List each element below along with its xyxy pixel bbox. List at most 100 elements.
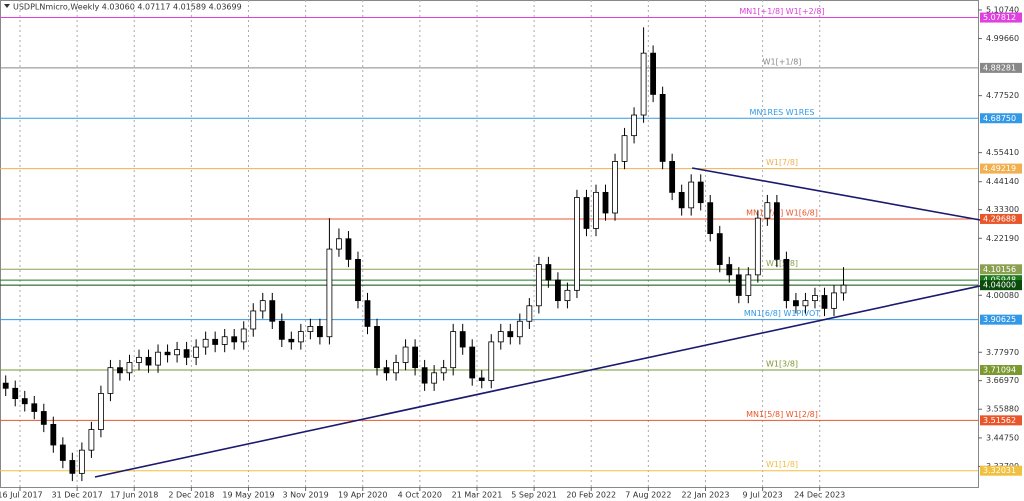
candle-body [250, 310, 257, 330]
candle-body [640, 52, 647, 116]
candle-body [212, 338, 219, 345]
level-price-label: 4.49219 [983, 164, 1016, 173]
level-price-label: 3.90625 [983, 315, 1016, 324]
candle-body [88, 429, 95, 451]
candle-body [259, 300, 266, 312]
candle-body [564, 289, 571, 302]
candle-body [555, 279, 561, 302]
level-price-box [980, 365, 1022, 376]
candle-body [2, 382, 9, 389]
y-tick-label: 4.44140 [986, 177, 1019, 186]
candle-body [735, 274, 742, 296]
y-tick-label: 4.00080 [986, 291, 1019, 300]
y-tick-label: 4.77520 [986, 91, 1019, 100]
x-tick-label: 4 Oct 2020 [398, 491, 442, 500]
level-price-label: 5.07812 [983, 13, 1016, 22]
level-price-box [980, 62, 1022, 73]
candle-body [431, 372, 438, 384]
level-price-box [980, 213, 1022, 224]
level-price-label: 4.04000 [983, 281, 1016, 290]
x-tick-label: 2 Dec 2018 [168, 491, 214, 500]
candle-body [497, 331, 504, 343]
candle-body [383, 367, 390, 374]
trendline [94, 285, 981, 478]
candle-body [174, 349, 180, 356]
candle-body [783, 258, 790, 302]
candle-body [78, 449, 85, 474]
y-tick-label: 4.99660 [986, 34, 1019, 43]
candle-body [631, 114, 637, 137]
candle-body [117, 367, 123, 374]
candle-body [145, 356, 152, 366]
candle-body [202, 338, 209, 348]
candle-body [593, 191, 599, 229]
candle-body [516, 320, 523, 338]
level-price-label: 3.71094 [983, 366, 1016, 375]
candle-body [450, 331, 457, 369]
level-label: W1[1/8] [766, 460, 798, 469]
candle-body [59, 444, 66, 461]
level-price-label: 4.10156 [983, 265, 1016, 274]
level-price-box [980, 12, 1022, 23]
candle-body [574, 197, 580, 291]
level-label: MN1[+1/8] W1[+2/8] [739, 7, 824, 16]
candle-body [288, 338, 295, 343]
x-tick-label: 7 Aug 2022 [625, 491, 671, 500]
candle-body [488, 341, 495, 381]
y-tick-label: 3.55880 [986, 405, 1019, 414]
candle-body [126, 362, 133, 374]
candle-body [69, 460, 76, 474]
y-tick-label: 3.66970 [986, 376, 1019, 385]
candle-body [812, 295, 818, 302]
x-tick-label: 22 Jan 2023 [681, 491, 729, 500]
level-price-box [980, 264, 1022, 275]
x-tick-label: 17 Jun 2018 [110, 491, 158, 500]
candle-body [669, 161, 676, 193]
candle-body [840, 284, 847, 294]
candle-body [707, 202, 714, 235]
candle-body [678, 191, 685, 209]
candle-body [345, 238, 352, 260]
candle-body [402, 346, 409, 363]
candle-body [469, 346, 476, 379]
candle-body [621, 135, 628, 162]
level-price-box [980, 280, 1022, 291]
x-tick-label: 5 Sep 2021 [511, 491, 557, 500]
candle-body [98, 393, 104, 430]
candle-body [754, 217, 761, 276]
candle-body [231, 336, 238, 343]
y-tick-label: 3.77970 [986, 348, 1019, 357]
candle-body [374, 326, 380, 369]
candle-body [612, 161, 618, 214]
y-tick-label: 3.44750 [986, 433, 1019, 442]
level-price-label: 3.51562 [983, 416, 1016, 425]
level-price-label: 4.29688 [983, 214, 1016, 223]
candle-body [726, 264, 733, 276]
candle-body [793, 300, 799, 307]
level-price-label: 3.32031 [983, 466, 1016, 475]
candle-body [107, 367, 114, 394]
candle-body [269, 300, 276, 322]
candle-body [773, 202, 780, 260]
candle-body [221, 336, 228, 345]
candle-body [393, 362, 399, 374]
level-price-box [980, 465, 1022, 476]
candle-body [31, 403, 38, 412]
candle-body [336, 238, 342, 250]
x-tick-label: 20 Feb 2022 [566, 491, 616, 500]
x-tick-label: 9 Jul 2023 [743, 491, 783, 500]
x-tick-label: 31 Dec 2017 [52, 491, 103, 500]
level-price-box [980, 275, 1022, 286]
candle-body [802, 300, 809, 307]
y-tick-label: 4.22190 [986, 234, 1019, 243]
level-label: W1[7/8] [766, 158, 798, 167]
x-tick-label: 3 Nov 2019 [283, 491, 329, 500]
candle-body [745, 274, 752, 296]
candle-body [440, 367, 447, 374]
candle-body [659, 94, 666, 162]
candle-body [545, 264, 552, 281]
candle-body [478, 377, 485, 381]
x-tick-label: 24 Dec 2023 [794, 491, 845, 500]
candle-body [650, 52, 657, 95]
